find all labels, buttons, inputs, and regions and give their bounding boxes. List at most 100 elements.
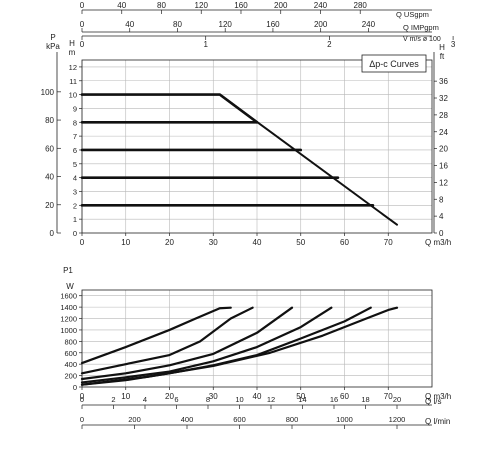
- head-kpa-tick-label: 20: [45, 201, 54, 210]
- top-axis-label-impgpm: Q IMPgpm: [403, 23, 439, 32]
- bottom-axis-tick-label: 2: [111, 395, 115, 404]
- head-m-tick-label: 11: [69, 77, 77, 86]
- head-m-tick-label: 9: [73, 104, 77, 113]
- top-axis-label-velocity: V m/s ø 100: [403, 36, 441, 43]
- head-m-tick-label: 8: [73, 118, 77, 127]
- power-y-tick-label: 1000: [60, 326, 77, 335]
- head-x-tick-label: 0: [80, 238, 85, 247]
- bottom-axis-tick-label: 0: [80, 395, 84, 404]
- bottom-axis-tick-label: 1000: [336, 415, 353, 424]
- bottom-axis-tick-label: 400: [181, 415, 194, 424]
- top-axis-tick-label: 120: [195, 1, 209, 10]
- power-y-tick-label: 0: [73, 383, 77, 392]
- top-axis-tick-label: 0: [80, 1, 85, 10]
- head-ft-tick-label: 32: [439, 94, 448, 103]
- head-ft-axis-unit: ft: [440, 52, 445, 61]
- head-chart: 0 10 20 30 40 50 60 70 Q m3/h0123456789101112Hm0…: [41, 1, 456, 247]
- legend-label: Δp-c Curves: [369, 59, 419, 69]
- head-ft-tick-label: 16: [439, 162, 448, 171]
- bottom-axis-tick-label: 16: [330, 395, 338, 404]
- head-ft-axis-title: H: [439, 43, 445, 52]
- top-axis-tick-label: 40: [117, 1, 126, 10]
- top-axis-tick-label: 200: [274, 1, 288, 10]
- top-axis-tick-label: 200: [314, 20, 328, 29]
- head-ft-tick-label: 24: [439, 128, 448, 137]
- top-axis-tick-label: 80: [157, 1, 166, 10]
- top-axis-tick-label: 0: [80, 40, 85, 49]
- bottom-axis-tick-label: 800: [286, 415, 299, 424]
- bottom-axis-tick-label: 20: [393, 395, 401, 404]
- power-x-tick-label: 40: [253, 392, 262, 401]
- head-m-tick-label: 2: [73, 201, 77, 210]
- power-x-tick-label: 20: [165, 392, 174, 401]
- top-axis-tick-label: 0: [80, 20, 85, 29]
- legend-box: [361, 54, 427, 73]
- head-kpa-tick-label: 40: [45, 173, 54, 182]
- head-ft-tick-label: 12: [439, 178, 448, 187]
- power-curve-6: [80, 306, 399, 386]
- power-y-tick-label: 1600: [60, 292, 77, 301]
- top-axis-tick-label: 80: [173, 20, 182, 29]
- power-curve-4: [80, 306, 333, 384]
- head-ft-tick-label: 28: [439, 111, 448, 120]
- head-x-tick-label: 60: [340, 238, 349, 247]
- head-x-tick-label: 70: [384, 238, 393, 247]
- bottom-axis-tick-label: 1200: [389, 415, 406, 424]
- top-axis-tick-label: 40: [125, 20, 134, 29]
- bottom-axis-tick-label: 200: [128, 415, 141, 424]
- head-kpa-tick-label: 100: [41, 88, 55, 97]
- bottom-axis-tick-label: 8: [206, 395, 210, 404]
- head-m-axis-unit: m: [69, 48, 76, 57]
- top-axis-tick-label: 1: [203, 40, 208, 49]
- bottom-axis-tick-label: 600: [233, 415, 246, 424]
- head-m-tick-label: 4: [73, 174, 77, 183]
- head-ft-tick-label: 8: [439, 195, 444, 204]
- head-x-tick-label: 20: [165, 238, 174, 247]
- head-curve-6: [218, 93, 398, 226]
- power-y-tick-label: 800: [64, 337, 77, 346]
- head-x-tick-label: 40: [253, 238, 262, 247]
- head-ft-tick-label: 4: [439, 212, 444, 221]
- power-x-tick-label: 10: [121, 392, 130, 401]
- head-x-tick-label: 50: [296, 238, 305, 247]
- power-y-tick-label: 1200: [60, 315, 77, 324]
- head-x-tick-label: 30: [209, 238, 218, 247]
- power-curve-3: [80, 306, 294, 381]
- power-x-tick-label: 60: [340, 392, 349, 401]
- head-kpa-tick-label: 0: [50, 229, 55, 238]
- head-x-tick-label: 10: [121, 238, 130, 247]
- power-y-tick-label: 400: [64, 360, 77, 369]
- head-kpa-tick-label: 80: [45, 116, 54, 125]
- head-m-tick-label: 0: [73, 229, 77, 238]
- top-axis-tick-label: 280: [354, 1, 368, 10]
- head-m-tick-label: 1: [73, 215, 77, 224]
- bottom-axis-tick-label: 0: [80, 415, 84, 424]
- bottom-axis-tick-label: 14: [298, 395, 306, 404]
- power-y-axis-unit: W: [66, 282, 74, 291]
- head-m-tick-label: 3: [73, 187, 77, 196]
- bottom-axis-tick-label: 18: [361, 395, 369, 404]
- head-kpa-tick-label: 60: [45, 144, 54, 153]
- power-x-tick-label: 50: [296, 392, 305, 401]
- top-axis-tick-label: 160: [234, 1, 248, 10]
- power-y-tick-label: 200: [64, 372, 77, 381]
- head-kpa-axis-title: P: [50, 33, 55, 42]
- power-x-tick-label: 70: [384, 392, 393, 401]
- top-axis-tick-label: 240: [362, 20, 376, 29]
- power-x-axis-label: Q m3/h: [425, 392, 451, 401]
- power-curve-1: [80, 306, 232, 365]
- bottom-axis-label-q-l-min: Q l/min: [425, 417, 450, 426]
- bottom-axis-tick-label: 10: [235, 395, 243, 404]
- head-m-tick-label: 12: [69, 63, 77, 72]
- head-m-tick-label: 6: [73, 146, 77, 155]
- power-curve-2: [80, 306, 254, 375]
- bottom-axis-tick-label: 12: [267, 395, 275, 404]
- top-axis-tick-label: 2: [327, 40, 332, 49]
- head-kpa-axis-unit: kPa: [46, 42, 60, 51]
- top-axis-label-usgpm: Q USgpm: [396, 10, 429, 19]
- power-y-tick-label: 1400: [60, 303, 77, 312]
- top-axis-tick-label: 3: [451, 40, 456, 49]
- head-m-tick-label: 5: [73, 160, 77, 169]
